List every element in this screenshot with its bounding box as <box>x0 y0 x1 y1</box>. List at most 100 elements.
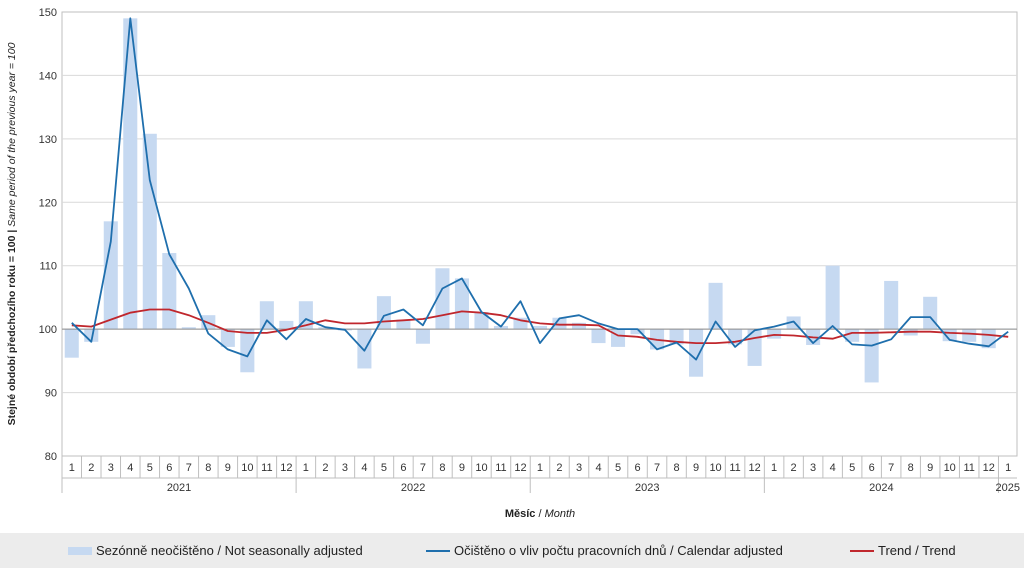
bar <box>630 329 645 335</box>
x-tick-label: 3 <box>576 462 582 474</box>
x-axis-title-separator: / <box>535 508 545 520</box>
x-tick-label: 7 <box>654 462 660 474</box>
x-tick-label: 10 <box>709 462 721 474</box>
x-tick-label: 2 <box>322 462 328 474</box>
x-axis-month-ticks: 1 2 3 4 5 6 7 8 9 10 11 12 1 2 3 4 5 6 7 8 9 10 11 12 1 2 3 4 5 6 7 8 9 1… <box>61 456 1017 493</box>
x-axis-title-cz: Měsíc <box>504 508 536 520</box>
x-tick-label: 12 <box>983 462 995 474</box>
series-line <box>71 308 1009 345</box>
x-axis-year-labels: 2021 2022 2023 2024 2025 <box>167 478 1020 494</box>
bar <box>64 329 79 358</box>
series-line <box>71 17 1009 361</box>
x-tick-label: 8 <box>205 462 211 474</box>
x-tick-label: 9 <box>459 462 465 474</box>
x-tick-label: 12 <box>748 462 760 474</box>
bar <box>532 325 548 330</box>
y-axis-title: Stejné období předchozího roku = 100 | S… <box>0 12 24 456</box>
x-tick-label: 10 <box>475 462 487 474</box>
year-label: 2023 <box>635 482 659 494</box>
bar <box>708 282 723 330</box>
bar <box>591 329 606 344</box>
bar <box>689 329 704 377</box>
x-tick-label: 12 <box>280 462 292 474</box>
x-tick-label: 7 <box>186 462 192 474</box>
y-tick-label: 80 <box>45 451 57 463</box>
x-tick-label: 5 <box>615 462 621 474</box>
bar <box>864 329 879 383</box>
x-tick-label: 4 <box>361 462 367 474</box>
y-tick-label: 90 <box>45 388 57 400</box>
bar <box>493 325 508 330</box>
y-axis-title-separator: | <box>6 226 18 236</box>
bar <box>923 296 938 330</box>
bar <box>396 319 411 330</box>
legend-item-not-seasonally-adjusted: Sezónně neočištěno / Not seasonally adju… <box>68 533 363 568</box>
x-tick-label: 7 <box>420 462 426 474</box>
legend-item-trend: Trend / Trend <box>850 533 956 568</box>
line-series-trend <box>71 308 1009 345</box>
x-tick-label: 11 <box>261 462 272 474</box>
bar <box>454 278 469 330</box>
x-axis-title-en: Month <box>544 508 576 520</box>
y-tick-label: 110 <box>39 261 57 273</box>
y-axis-title-en: Same period of the previous year = 100 <box>6 42 18 227</box>
x-tick-label: 5 <box>849 462 855 474</box>
x-axis-title: Měsíc / Month <box>0 508 1024 520</box>
bar <box>611 329 626 347</box>
plot-background <box>61 11 1018 457</box>
x-tick-label: 6 <box>400 462 406 474</box>
x-tick-label: 6 <box>166 462 172 474</box>
y-tick-label: 140 <box>39 70 57 82</box>
x-tick-label: 1 <box>69 462 75 474</box>
y-tick-label: 120 <box>39 197 57 209</box>
x-tick-label: 9 <box>693 462 699 474</box>
bar <box>103 221 118 330</box>
bar <box>123 18 138 330</box>
year-label: 2025 <box>995 482 1019 494</box>
x-tick-label: 6 <box>869 462 875 474</box>
bar <box>357 329 372 369</box>
x-tick-label: 9 <box>927 462 933 474</box>
x-tick-label: 3 <box>108 462 114 474</box>
bar <box>825 265 840 330</box>
bar <box>884 280 899 330</box>
bar <box>474 312 489 330</box>
x-tick-label: 1 <box>771 462 777 474</box>
x-tick-label: 3 <box>810 462 816 474</box>
bar <box>181 327 196 330</box>
y-tick-label: 150 <box>39 7 57 19</box>
bar <box>240 329 255 373</box>
x-tick-label: 12 <box>514 462 526 474</box>
x-tick-label: 8 <box>673 462 679 474</box>
x-tick-label: 10 <box>944 462 956 474</box>
x-tick-label: 8 <box>908 462 914 474</box>
legend-label-trend: Trend / Trend <box>878 543 956 558</box>
x-tick-label: 10 <box>241 462 253 474</box>
x-tick-label: 11 <box>495 462 506 474</box>
x-tick-label: 4 <box>830 462 836 474</box>
year-label: 2021 <box>167 482 191 494</box>
bar-series-not-seasonally-adjusted <box>64 18 1016 383</box>
x-tick-label: 11 <box>963 462 974 474</box>
bar <box>279 320 294 330</box>
x-tick-label: 3 <box>342 462 348 474</box>
bar <box>513 317 528 330</box>
x-tick-label: 1 <box>1005 462 1011 474</box>
bar <box>220 329 235 347</box>
x-tick-label: 1 <box>303 462 309 474</box>
x-tick-label: 8 <box>439 462 445 474</box>
bar <box>142 133 157 330</box>
legend-swatch-bar <box>68 546 92 555</box>
year-label: 2024 <box>869 482 893 494</box>
bar <box>318 327 333 330</box>
x-tick-label: 11 <box>729 462 740 474</box>
x-tick-label: 9 <box>225 462 231 474</box>
x-tick-label: 4 <box>595 462 601 474</box>
legend-label-not-seasonally-adjusted: Sezónně neočištěno / Not seasonally adju… <box>96 543 363 558</box>
x-tick-label: 7 <box>888 462 894 474</box>
legend-label-calendar-adjusted: Očištěno o vliv počtu pracovních dnů / C… <box>454 543 783 558</box>
legend-swatch-trend-line <box>850 549 874 552</box>
x-tick-label: 2 <box>556 462 562 474</box>
y-tick-label: 100 <box>39 324 57 336</box>
